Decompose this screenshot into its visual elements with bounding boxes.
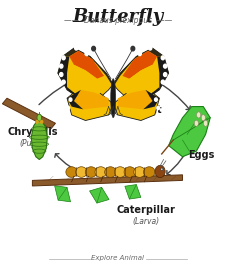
Polygon shape [113, 87, 159, 120]
Polygon shape [58, 56, 69, 90]
Polygon shape [2, 98, 55, 129]
Circle shape [60, 64, 63, 68]
Text: (Pupa): (Pupa) [20, 139, 45, 148]
Text: Adult: Adult [133, 105, 163, 115]
Ellipse shape [201, 115, 205, 121]
Ellipse shape [124, 167, 136, 177]
Polygon shape [122, 51, 157, 79]
Polygon shape [125, 185, 141, 199]
Text: (Larva): (Larva) [132, 217, 159, 226]
Polygon shape [67, 90, 83, 109]
Text: ——  Danaus plexippus  ——: —— Danaus plexippus —— [64, 16, 172, 25]
Polygon shape [58, 48, 113, 101]
Polygon shape [90, 187, 109, 203]
Ellipse shape [76, 167, 87, 177]
Polygon shape [118, 65, 159, 98]
Circle shape [67, 106, 69, 110]
Ellipse shape [194, 120, 198, 126]
Polygon shape [129, 87, 159, 101]
Ellipse shape [85, 167, 97, 177]
Polygon shape [67, 87, 113, 120]
Ellipse shape [95, 167, 106, 177]
Ellipse shape [143, 167, 155, 177]
Circle shape [149, 46, 152, 50]
Circle shape [92, 46, 95, 51]
Circle shape [60, 73, 63, 76]
Polygon shape [67, 87, 97, 101]
Polygon shape [157, 56, 169, 90]
Ellipse shape [66, 167, 77, 177]
Circle shape [62, 80, 65, 84]
Ellipse shape [114, 167, 126, 177]
Circle shape [161, 168, 163, 171]
Polygon shape [32, 175, 183, 186]
Circle shape [69, 98, 72, 101]
Ellipse shape [204, 120, 208, 126]
Circle shape [85, 52, 88, 56]
Polygon shape [31, 118, 48, 160]
Circle shape [131, 46, 135, 51]
Polygon shape [67, 65, 109, 98]
Ellipse shape [111, 79, 116, 118]
Polygon shape [74, 90, 109, 109]
Circle shape [62, 56, 65, 60]
Polygon shape [118, 90, 153, 109]
Text: Chrysalis: Chrysalis [7, 127, 58, 137]
Circle shape [161, 56, 165, 60]
Circle shape [164, 64, 167, 68]
Polygon shape [169, 107, 210, 157]
Circle shape [161, 80, 165, 84]
Circle shape [40, 120, 43, 123]
Polygon shape [69, 51, 104, 79]
Circle shape [157, 106, 160, 110]
Polygon shape [55, 186, 70, 202]
Ellipse shape [105, 167, 116, 177]
Circle shape [36, 120, 38, 123]
Ellipse shape [134, 167, 145, 177]
Circle shape [164, 73, 167, 76]
Text: Eggs: Eggs [188, 150, 214, 160]
Ellipse shape [197, 112, 201, 118]
Text: Explore Animal: Explore Animal [91, 255, 144, 261]
Polygon shape [113, 48, 169, 101]
Text: Butterfly: Butterfly [72, 8, 164, 26]
Circle shape [162, 168, 163, 169]
Circle shape [75, 46, 78, 50]
Circle shape [155, 165, 165, 178]
Polygon shape [143, 90, 159, 109]
Circle shape [154, 98, 157, 101]
Circle shape [138, 52, 141, 56]
Polygon shape [62, 48, 113, 87]
Polygon shape [113, 48, 164, 87]
Ellipse shape [37, 114, 42, 121]
Text: Caterpillar: Caterpillar [116, 206, 175, 216]
